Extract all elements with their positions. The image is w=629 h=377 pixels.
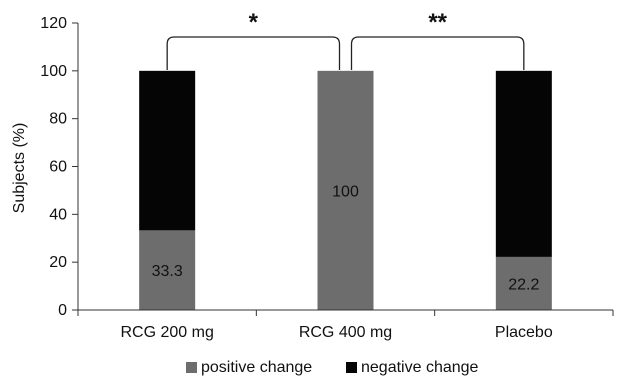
bar-segment-negative-change: [139, 70, 196, 231]
data-label: 22.2: [508, 276, 539, 293]
data-label: 33.3: [152, 263, 183, 280]
bar-layer: [139, 70, 552, 310]
x-axis-ticks: RCG 200 mg RCG 400 mg Placebo: [77, 310, 614, 341]
x-tick-label: RCG 400 mg: [299, 324, 392, 341]
x-tick-label: RCG 200 mg: [120, 324, 213, 341]
significance-brackets: * **: [166, 9, 525, 70]
significance-bracket: [350, 36, 525, 70]
significance-bracket: [166, 36, 341, 70]
y-tick-label: 100: [40, 63, 67, 80]
legend-swatch: [346, 362, 357, 373]
legend: positive change negative change: [186, 359, 479, 376]
y-axis-label: Subjects (%): [11, 123, 28, 214]
y-axis-ticks: 0 20 40 60 80 100 120: [40, 15, 78, 319]
legend-label: positive change: [201, 359, 312, 376]
data-label: 100: [332, 183, 359, 200]
y-tick-label: 40: [49, 206, 67, 223]
y-tick-label: 120: [40, 15, 67, 32]
legend-swatch: [186, 362, 197, 373]
legend-label: negative change: [361, 359, 479, 376]
bar-segment-positive-change: [139, 230, 196, 310]
bar-segment-positive-change: [495, 256, 552, 310]
y-tick-label: 20: [49, 254, 67, 271]
x-tick-label: Placebo: [495, 324, 553, 341]
y-tick-label: 0: [58, 302, 67, 319]
axes: [77, 23, 613, 311]
y-tick-label: 60: [49, 159, 67, 176]
significance-marker: **: [428, 9, 447, 36]
data-label-layer: 33.3 100 22.2: [152, 183, 540, 293]
y-tick-label: 80: [49, 111, 67, 128]
bar-segment-positive-change: [317, 70, 374, 310]
bar-segment-negative-change: [495, 70, 552, 257]
significance-marker: *: [249, 9, 259, 36]
